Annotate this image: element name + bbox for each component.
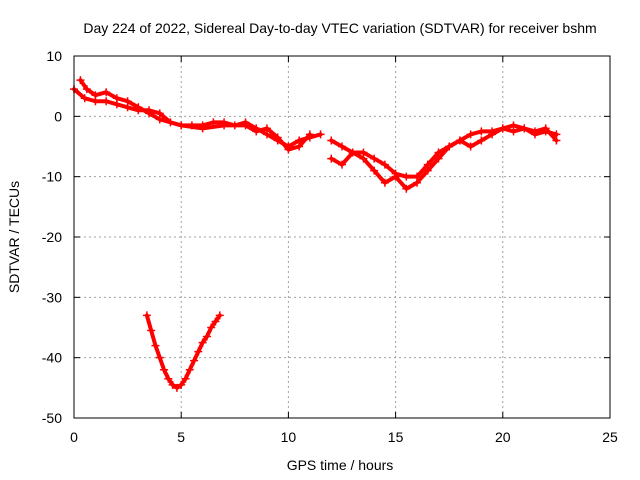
data-point <box>327 136 336 145</box>
axis-tick-labels: 0 5 10 15 20 25 10 0 -10 -20 -30 -40 -50 <box>42 48 618 445</box>
data-point <box>241 121 250 130</box>
data-point <box>142 311 151 320</box>
data-point <box>134 103 143 112</box>
data-series <box>70 76 561 392</box>
data-point <box>434 154 443 163</box>
x-tick-label: 20 <box>495 429 511 445</box>
data-point <box>509 121 518 130</box>
data-point <box>82 85 91 94</box>
y-tick-label: -20 <box>42 229 62 245</box>
plot-frame <box>73 55 611 419</box>
data-point <box>215 311 224 320</box>
data-point <box>80 94 89 103</box>
grid <box>74 56 610 418</box>
data-point <box>327 154 336 163</box>
series-group <box>327 121 561 193</box>
data-point <box>194 347 203 356</box>
data-point <box>520 124 529 133</box>
y-axis-label: SDTVAR / TECUs <box>6 181 22 293</box>
data-point <box>177 121 186 130</box>
data-point <box>262 124 271 133</box>
y-tick-label: -50 <box>42 410 62 426</box>
x-tick-label: 15 <box>388 429 404 445</box>
data-point <box>423 166 432 175</box>
data-point <box>498 124 507 133</box>
data-point <box>198 338 207 347</box>
y-tick-label: -40 <box>42 350 62 366</box>
data-point <box>76 76 85 85</box>
data-point <box>402 184 411 193</box>
data-point <box>338 142 346 151</box>
series-group <box>76 76 314 154</box>
data-point <box>348 148 357 157</box>
data-point <box>207 323 216 332</box>
x-tick-label: 10 <box>281 429 297 445</box>
data-point <box>359 154 368 163</box>
data-point <box>284 145 293 154</box>
data-point <box>151 341 160 350</box>
data-point <box>273 133 282 142</box>
data-point <box>552 136 561 145</box>
data-point <box>252 127 261 136</box>
series-group <box>142 311 224 392</box>
data-point <box>190 356 199 365</box>
data-point <box>445 142 454 151</box>
data-point <box>402 172 411 181</box>
data-point <box>112 94 121 103</box>
data-point <box>164 374 173 383</box>
data-point <box>391 172 400 181</box>
data-point <box>295 142 304 151</box>
data-point <box>91 91 100 100</box>
series-line <box>72 87 323 149</box>
data-point <box>177 380 186 389</box>
data-point <box>305 130 314 139</box>
data-point <box>413 178 422 187</box>
data-point <box>168 380 177 389</box>
data-point <box>380 160 389 169</box>
data-point <box>477 136 486 145</box>
x-tick-label: 25 <box>602 429 618 445</box>
x-tick-label: 0 <box>70 429 78 445</box>
data-point <box>185 365 194 374</box>
data-point <box>181 374 190 383</box>
series-line <box>329 126 559 179</box>
data-point <box>380 178 389 187</box>
data-point <box>172 383 181 392</box>
series-line <box>144 313 222 390</box>
y-tick-label: 10 <box>46 48 62 64</box>
data-point <box>155 115 164 124</box>
data-point <box>466 130 475 139</box>
data-point <box>541 124 550 133</box>
y-tick-label: 0 <box>54 108 62 124</box>
data-point <box>530 127 539 136</box>
data-point <box>198 124 207 133</box>
data-point <box>338 160 346 169</box>
data-point <box>145 109 154 118</box>
data-point <box>370 166 379 175</box>
y-tick-label: -10 <box>42 169 62 185</box>
chart-title: Day 224 of 2022, Sidereal Day-to-day VTE… <box>83 20 596 36</box>
data-point <box>455 136 464 145</box>
y-tick-label: -30 <box>42 289 62 305</box>
data-point <box>488 130 497 139</box>
data-point <box>202 332 211 341</box>
data-point <box>211 317 220 326</box>
data-point <box>370 154 379 163</box>
data-point <box>316 130 325 139</box>
data-point <box>147 326 156 335</box>
data-point <box>102 97 111 106</box>
data-point <box>160 365 169 374</box>
data-point <box>220 121 229 130</box>
x-axis-label: GPS time / hours <box>287 457 394 473</box>
data-point <box>477 127 486 136</box>
data-point <box>466 142 475 151</box>
series-line <box>329 123 559 191</box>
data-point <box>155 353 164 362</box>
x-tick-label: 5 <box>177 429 185 445</box>
data-point <box>123 97 132 106</box>
data-point <box>102 88 111 97</box>
